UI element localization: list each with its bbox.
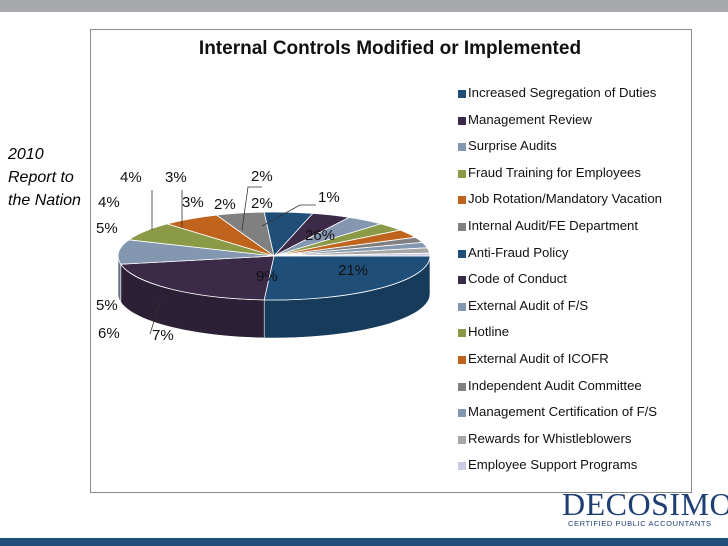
legend-label: Management Certification of F/S <box>468 404 658 420</box>
legend-swatch <box>458 435 466 444</box>
legend-label: Independent Audit Committee <box>468 377 642 393</box>
legend-swatch <box>458 302 466 311</box>
legend-swatch <box>458 462 466 471</box>
legend-label: Hotline <box>468 324 510 340</box>
logo-name: DECOSIMO <box>562 486 728 522</box>
slice-data-label: 2% <box>214 196 236 213</box>
pie-slice <box>263 255 431 301</box>
legend-label: Anti-Fraud Policy <box>468 244 569 260</box>
slice-data-label: 5% <box>96 220 118 237</box>
legend-swatch <box>458 196 466 205</box>
legend-swatch <box>458 222 466 231</box>
legend-swatch <box>458 329 466 338</box>
logo-tagline: CERTIFIED PUBLIC ACCOUNTANTS <box>568 519 712 528</box>
legend-label: Surprise Audits <box>468 138 557 154</box>
legend-label: Job Rotation/Mandatory Vacation <box>468 191 663 207</box>
legend-label: External Audit of ICOFR <box>468 350 609 366</box>
slice-data-label: 4% <box>98 194 120 211</box>
legend-label: Rewards for Whistleblowers <box>468 430 632 446</box>
legend-label: Fraud Training for Employees <box>468 164 641 180</box>
pie-slice <box>120 255 275 301</box>
slice-data-label: 26% <box>305 227 335 244</box>
side-caption-line3: the Nation <box>8 192 81 209</box>
legend-label: Employee Support Programs <box>468 457 638 473</box>
legend-label: Code of Conduct <box>468 271 567 287</box>
bottom-bar <box>0 538 728 546</box>
chart-title: Internal Controls Modified or Implemente… <box>198 38 582 59</box>
company-logo: DECOSIMO CERTIFIED PUBLIC ACCOUNTANTS <box>562 486 728 528</box>
legend-label: Management Review <box>468 111 592 127</box>
leader-line <box>261 204 316 227</box>
legend-swatch <box>458 169 466 178</box>
legend-swatch <box>458 276 466 285</box>
legend-label: External Audit of F/S <box>468 297 589 313</box>
pie-slice <box>273 252 431 257</box>
pie-slice <box>117 239 275 265</box>
side-caption-line1: 2010 <box>8 146 44 163</box>
legend-label: Increased Segregation of Duties <box>468 85 657 100</box>
legend-swatch <box>458 355 466 364</box>
slice-data-label: 6% <box>98 325 120 342</box>
slice-data-label: 9% <box>256 268 278 285</box>
legend-swatch <box>458 382 466 391</box>
slice-data-label: 5% <box>96 297 118 314</box>
legend-swatch <box>458 249 466 258</box>
leader-line <box>241 186 262 231</box>
slice-data-label: 3% <box>182 194 204 211</box>
slice-data-label: 7% <box>152 327 174 344</box>
legend-swatch <box>458 143 466 152</box>
legend-swatch <box>458 116 466 125</box>
legend-swatch <box>458 90 466 98</box>
slice-data-label: 4% <box>120 169 142 186</box>
side-caption-line2: Report to <box>8 169 74 186</box>
slice-data-label: 21% <box>338 262 368 279</box>
leader-line <box>149 301 161 335</box>
legend-label: Internal Audit/FE Department <box>468 217 639 233</box>
legend-swatch <box>458 409 466 418</box>
slice-data-label: 2% <box>251 195 273 212</box>
top-bar <box>0 0 728 12</box>
side-caption: 2010 Report to the Nation <box>8 143 93 212</box>
slice-data-label: 1% <box>318 189 340 206</box>
slice-data-label: 3% <box>165 169 187 186</box>
slice-data-label: 2% <box>251 168 273 185</box>
